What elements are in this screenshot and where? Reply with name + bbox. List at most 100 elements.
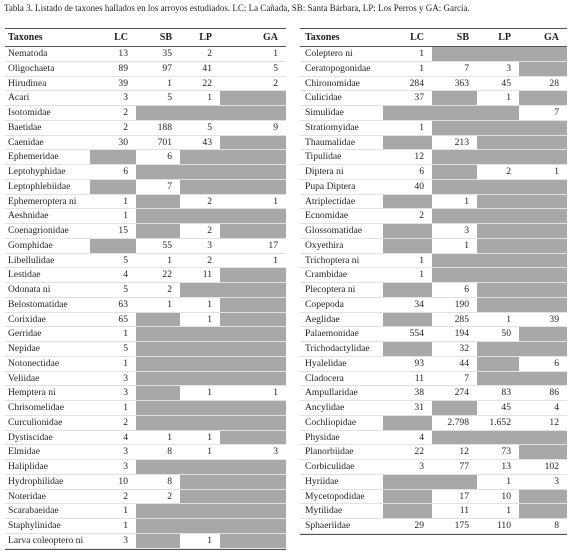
empty-cell [220,224,286,238]
count-cell: 363 [454,77,469,89]
taxon-name: Acari [8,92,30,104]
empty-cell [180,371,220,386]
empty-cell [136,401,180,415]
row-separator [300,282,567,283]
row-separator [5,400,286,401]
empty-cell [477,120,519,135]
empty-cell [136,386,180,400]
count-cell: 5 [123,343,128,354]
count-cell: 13 [501,461,511,472]
count-cell: 1 [273,387,278,399]
taxon-name: Ephemeroptera ni [8,195,77,207]
count-cell: 190 [454,298,469,310]
header-cell: Taxones [8,32,43,43]
taxon-name: Oxyethira [305,239,344,251]
header-cell: LP [199,32,212,43]
row-separator [300,429,567,431]
empty-cell [383,283,432,297]
empty-cell [519,135,567,150]
row-separator [5,252,286,254]
count-cell: 1 [123,402,128,413]
taxon-name: Gomphidae [8,239,53,251]
row-separator [5,385,286,387]
count-cell: 1 [554,166,559,177]
count-cell: 65 [118,313,128,325]
taxon-name: Hyriidae [305,475,339,487]
count-cell: 35 [162,48,172,59]
count-cell: 213 [454,136,469,148]
bottom-rule [5,548,286,550]
taxon-name: Palaemonidae [305,328,359,340]
row-separator [5,532,286,534]
count-cell: 39 [118,77,128,89]
count-cell: 2 [273,77,278,89]
empty-cell [220,401,286,415]
count-cell: 6 [167,151,172,163]
count-cell: 1 [123,520,128,531]
taxon-name: Corixidae [8,313,46,325]
count-cell: 110 [496,520,511,531]
empty-cell [220,312,286,327]
count-cell: 2 [123,107,128,118]
count-cell: 10 [501,490,511,502]
row-separator [300,326,567,328]
count-cell: 1 [167,431,172,443]
count-cell: 8 [167,475,172,487]
count-cell: 1 [207,431,212,443]
taxon-name: Aeshnidae [8,210,49,222]
empty-cell [432,91,477,105]
taxon-name: Coleptero ni [305,48,353,59]
empty-cell [383,342,432,356]
header-cell: GA [263,32,278,43]
count-cell: 7 [464,372,469,384]
count-cell: 3 [506,62,511,74]
row-separator [300,119,567,121]
count-cell: 7 [167,180,172,192]
empty-cell [383,194,432,209]
header-cell: GA [544,32,559,43]
empty-cell [383,224,432,238]
empty-cell [90,179,136,194]
count-cell: 32 [459,343,469,354]
count-cell: 554 [409,328,424,340]
row-separator [300,532,567,534]
count-cell: 4 [123,431,128,443]
taxon-name: Odonata ni [8,284,51,295]
count-cell: 1 [506,92,511,104]
count-cell: 1.652 [489,416,511,428]
count-cell: 175 [454,520,469,531]
count-cell: 45 [501,402,511,413]
empty-cell [383,474,432,489]
count-cell: 10 [118,475,128,487]
row-separator [300,105,567,106]
taxon-name: Lestidae [8,269,41,281]
row-separator [300,134,567,136]
empty-cell [477,283,519,297]
row-separator [300,193,567,195]
empty-cell [519,120,567,135]
empty-cell [477,297,519,312]
count-cell: 30 [118,136,128,148]
count-cell: 1 [207,298,212,310]
row-separator [300,400,567,401]
header-cell: SB [456,32,469,43]
empty-cell [136,342,180,356]
row-separator [5,237,286,239]
empty-cell [180,179,220,194]
bottom-rule [300,533,567,535]
row-separator [5,326,286,328]
count-cell: 2 [167,490,172,502]
taxon-name: Dystiscidae [8,431,53,443]
taxon-name: Belostomatidae [8,298,68,310]
empty-cell [432,47,477,61]
empty-cell [432,179,477,194]
count-cell: 1 [273,48,278,59]
count-cell: 1 [123,210,128,222]
empty-cell [519,91,567,105]
taxon-name: Curculionidae [8,416,63,428]
empty-cell [220,519,286,533]
count-cell: 1 [123,357,128,369]
empty-cell [432,209,477,223]
count-cell: 3 [554,475,559,487]
row-separator [300,370,567,372]
